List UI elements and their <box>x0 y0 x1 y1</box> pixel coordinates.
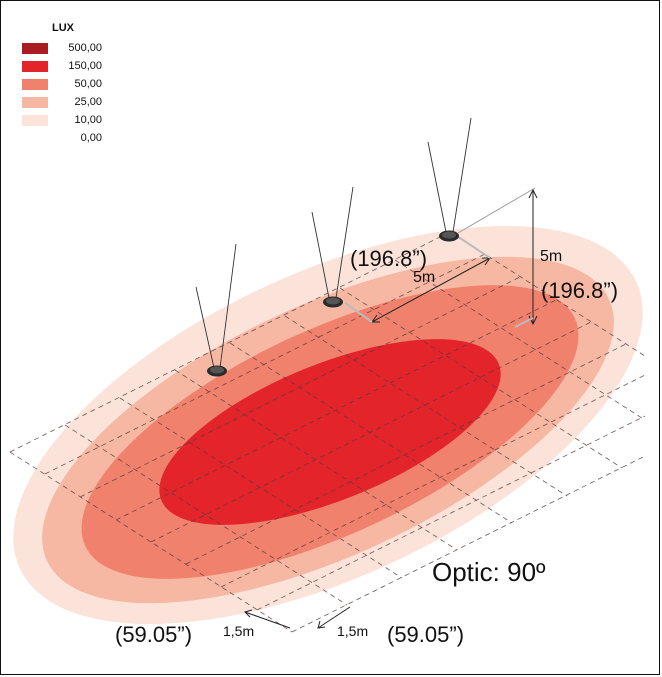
legend-swatch <box>22 132 48 144</box>
legend-item: 50,00 <box>22 75 104 93</box>
legend-item: 10,00 <box>22 111 104 129</box>
legend-swatch <box>22 78 48 90</box>
legend-item: 500,00 <box>22 39 104 57</box>
legend-swatch <box>22 96 48 108</box>
legend-title: LUX <box>52 22 74 34</box>
legend-item: 0,00 <box>22 129 104 147</box>
luminaire-left <box>195 243 237 377</box>
legend-swatch <box>22 42 48 54</box>
grid-a-label-in: (59.05”) <box>115 622 192 647</box>
legend-item: 25,00 <box>22 93 104 111</box>
spacing-label-m: 5m <box>413 269 435 286</box>
spacing-label-in: (196.8”) <box>350 246 427 271</box>
optic-label: Optic: 90º <box>432 557 546 587</box>
legend-value: 500,00 <box>68 42 102 54</box>
grid-a-label-m: 1,5m <box>223 623 254 639</box>
legend-value: 0,00 <box>80 132 102 144</box>
luminaire-right <box>427 117 472 242</box>
height-label-m: 5m <box>540 248 562 265</box>
lux-legend: LUX 500,00 150,00 50,00 25,00 10,00 0,00 <box>22 22 104 147</box>
legend-swatch <box>22 60 48 72</box>
legend-value: 150,00 <box>68 60 102 72</box>
dimension-lines <box>244 187 538 629</box>
contour-150-lux <box>159 339 501 525</box>
legend-item: 150,00 <box>22 57 104 75</box>
legend-value: 50,00 <box>74 78 102 90</box>
legend-value: 25,00 <box>74 96 102 108</box>
grid-b-label-m: 1,5m <box>337 623 368 639</box>
grid-b-label-in: (59.05”) <box>387 622 464 647</box>
height-label-in: (196.8”) <box>541 278 618 303</box>
legend-value: 10,00 <box>74 114 102 126</box>
floor-grid <box>9 231 646 633</box>
luminaire-middle <box>311 186 354 308</box>
legend-swatch <box>22 114 48 126</box>
lux-contours <box>13 225 643 625</box>
